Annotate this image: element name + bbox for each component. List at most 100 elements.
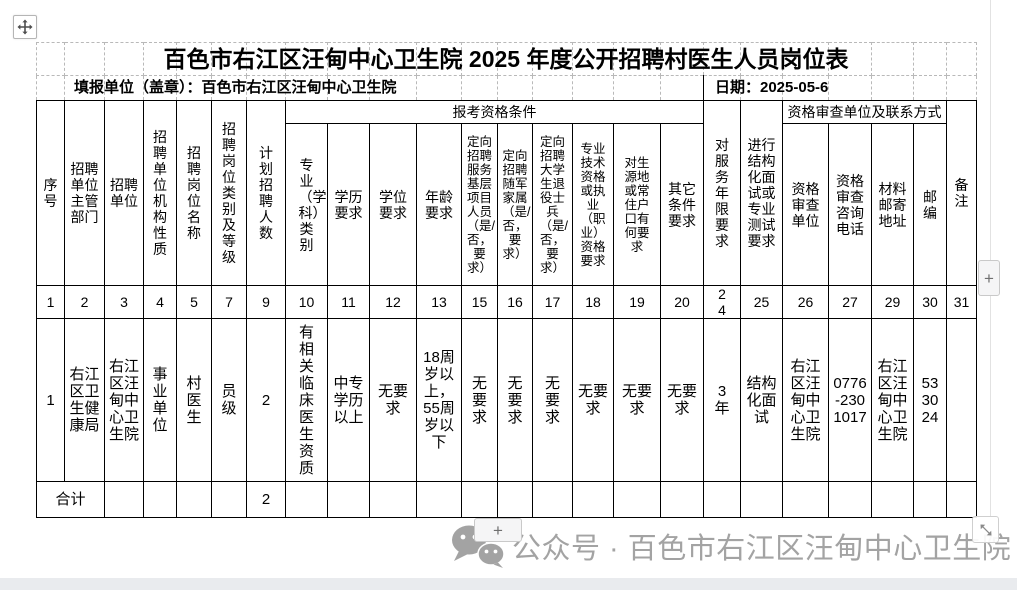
d-degree-req[interactable]: 无要求 xyxy=(369,318,417,482)
h-org-nature[interactable]: 招聘单位机构性质 xyxy=(143,100,177,286)
d-education-req[interactable]: 中专学历以上 xyxy=(327,318,370,482)
empty-cell[interactable] xyxy=(946,481,977,518)
empty-cell[interactable] xyxy=(416,481,462,518)
empty-cell[interactable] xyxy=(660,481,704,518)
empty-cell[interactable] xyxy=(572,481,614,518)
column-number[interactable]: 19 xyxy=(613,285,661,319)
h-mailing-address[interactable]: 材料邮寄地址 xyxy=(871,123,914,286)
empty-cell[interactable] xyxy=(143,481,177,518)
d-professional-qualification[interactable]: 无要求 xyxy=(572,318,614,482)
d-dept[interactable]: 右江区卫生健康局 xyxy=(64,318,105,482)
date-label[interactable]: 日期：2025-05-6 xyxy=(715,79,829,96)
column-number[interactable]: 1 xyxy=(36,285,65,319)
empty-cell[interactable] xyxy=(871,481,914,518)
column-number[interactable]: 13 xyxy=(416,285,462,319)
d-review-unit[interactable]: 右江区汪甸中心卫生院 xyxy=(782,318,829,482)
d-post-name[interactable]: 村医生 xyxy=(176,318,212,482)
h-service-years[interactable]: 对服务年限要求 xyxy=(703,100,741,286)
d-unit[interactable]: 右江区汪甸中心卫生院 xyxy=(104,318,144,482)
empty-cell[interactable] xyxy=(828,481,872,518)
empty-cell[interactable] xyxy=(782,481,829,518)
empty-cell[interactable] xyxy=(497,481,533,518)
column-number[interactable]: 18 xyxy=(572,285,614,319)
column-number[interactable]: 20 xyxy=(660,285,704,319)
d-postcode[interactable]: 533024 xyxy=(913,318,947,482)
h-degree-req[interactable]: 学位要求 xyxy=(369,123,417,286)
d-veteran-targeted[interactable]: 无要求 xyxy=(532,318,573,482)
h-serial[interactable]: 序号 xyxy=(36,100,65,286)
d-post-category[interactable]: 员级 xyxy=(211,318,247,482)
group-header-review-contact[interactable]: 资格审查单位及联系方式 xyxy=(782,100,947,124)
d-interview-req[interactable]: 结构化面试 xyxy=(740,318,783,482)
h-dept[interactable]: 招聘单位主管部门 xyxy=(64,100,105,286)
h-major-category[interactable]: 专业（学科）类别 xyxy=(285,123,328,286)
d-remarks[interactable] xyxy=(946,318,977,482)
d-org-nature[interactable]: 事业单位 xyxy=(143,318,177,482)
column-number[interactable]: 26 xyxy=(782,285,829,319)
d-plan-count[interactable]: 2 xyxy=(246,318,286,482)
h-remarks[interactable]: 备注 xyxy=(946,100,977,286)
empty-cell[interactable] xyxy=(285,481,328,518)
column-number[interactable]: 4 xyxy=(143,285,177,319)
h-residence-req[interactable]: 对生源地或常住户口有何要求 xyxy=(613,123,661,286)
total-plan-count[interactable]: 2 xyxy=(246,481,286,518)
d-grassroots-targeted[interactable]: 无要求 xyxy=(461,318,498,482)
empty-cell[interactable] xyxy=(740,481,783,518)
h-military-family-targeted[interactable]: 定向招聘随军家属（是/否，要求） xyxy=(497,123,533,286)
group-header-qualification[interactable]: 报考资格条件 xyxy=(285,100,704,124)
empty-cell[interactable] xyxy=(327,481,370,518)
h-professional-qualification[interactable]: 专业技术资格或执业（职业）资格要求 xyxy=(572,123,614,286)
d-serial[interactable]: 1 xyxy=(36,318,65,482)
column-number[interactable]: 27 xyxy=(828,285,872,319)
column-number[interactable]: 10 xyxy=(285,285,328,319)
column-number[interactable]: 9 xyxy=(246,285,286,319)
d-major-category[interactable]: 有相关临床医生资质 xyxy=(285,318,328,482)
column-number[interactable]: 24 xyxy=(703,285,741,319)
h-review-unit[interactable]: 资格审查单位 xyxy=(782,123,829,286)
d-age-req[interactable]: 18周岁以上，55周岁以下 xyxy=(416,318,462,482)
h-education-req[interactable]: 学历要求 xyxy=(327,123,370,286)
h-age-req[interactable]: 年龄要求 xyxy=(416,123,462,286)
column-number[interactable]: 17 xyxy=(532,285,573,319)
empty-cell[interactable] xyxy=(613,481,661,518)
d-review-phone[interactable]: 0776-2301017 xyxy=(828,318,872,482)
h-review-phone[interactable]: 资格审查咨询电话 xyxy=(828,123,872,286)
fill-unit-label[interactable]: 填报单位（盖章）：百色市右江区汪甸中心卫生院 xyxy=(74,79,397,96)
column-number[interactable]: 12 xyxy=(369,285,417,319)
column-number[interactable]: 7 xyxy=(211,285,247,319)
column-number[interactable]: 11 xyxy=(327,285,370,319)
d-other-req[interactable]: 无要求 xyxy=(660,318,704,482)
total-label[interactable]: 合计 xyxy=(36,481,105,518)
d-mailing-address[interactable]: 右江区汪甸中心卫生院 xyxy=(871,318,914,482)
empty-cell[interactable] xyxy=(461,481,498,518)
empty-cell[interactable] xyxy=(104,481,144,518)
h-veteran-targeted[interactable]: 定向招聘大学生退役士兵（是/否，要求） xyxy=(532,123,573,286)
column-number[interactable]: 3 xyxy=(104,285,144,319)
column-number[interactable]: 29 xyxy=(871,285,914,319)
column-number[interactable]: 30 xyxy=(913,285,947,319)
table-resize-handle[interactable] xyxy=(972,516,999,543)
h-plan-count[interactable]: 计划招聘人数 xyxy=(246,100,286,286)
column-number[interactable]: 25 xyxy=(740,285,783,319)
h-other-req[interactable]: 其它条件要求 xyxy=(660,123,704,286)
h-interview-req[interactable]: 进行结构化面试或专业测试要求 xyxy=(740,100,783,286)
column-number[interactable]: 5 xyxy=(176,285,212,319)
h-postcode[interactable]: 邮编 xyxy=(913,123,947,286)
d-service-years[interactable]: 3年 xyxy=(703,318,741,482)
h-post-name[interactable]: 招聘岗位名称 xyxy=(176,100,212,286)
table-move-handle[interactable] xyxy=(13,15,37,39)
column-number[interactable]: 2 xyxy=(64,285,105,319)
empty-cell[interactable] xyxy=(211,481,247,518)
d-military-family-targeted[interactable]: 无要求 xyxy=(497,318,533,482)
d-residence-req[interactable]: 无要求 xyxy=(613,318,661,482)
empty-cell[interactable] xyxy=(532,481,573,518)
add-row-button[interactable]: + xyxy=(474,518,522,542)
empty-cell[interactable] xyxy=(369,481,417,518)
page-title[interactable]: 百色市右江区汪甸中心卫生院 2025 年度公开招聘村医生人员岗位表 xyxy=(163,46,849,72)
empty-cell[interactable] xyxy=(176,481,212,518)
column-number[interactable]: 16 xyxy=(497,285,533,319)
column-number[interactable]: 31 xyxy=(946,285,977,319)
h-grassroots-targeted[interactable]: 定向招聘服务基层项目人员（是/否，要求） xyxy=(461,123,498,286)
empty-cell[interactable] xyxy=(703,481,741,518)
empty-cell[interactable] xyxy=(913,481,947,518)
